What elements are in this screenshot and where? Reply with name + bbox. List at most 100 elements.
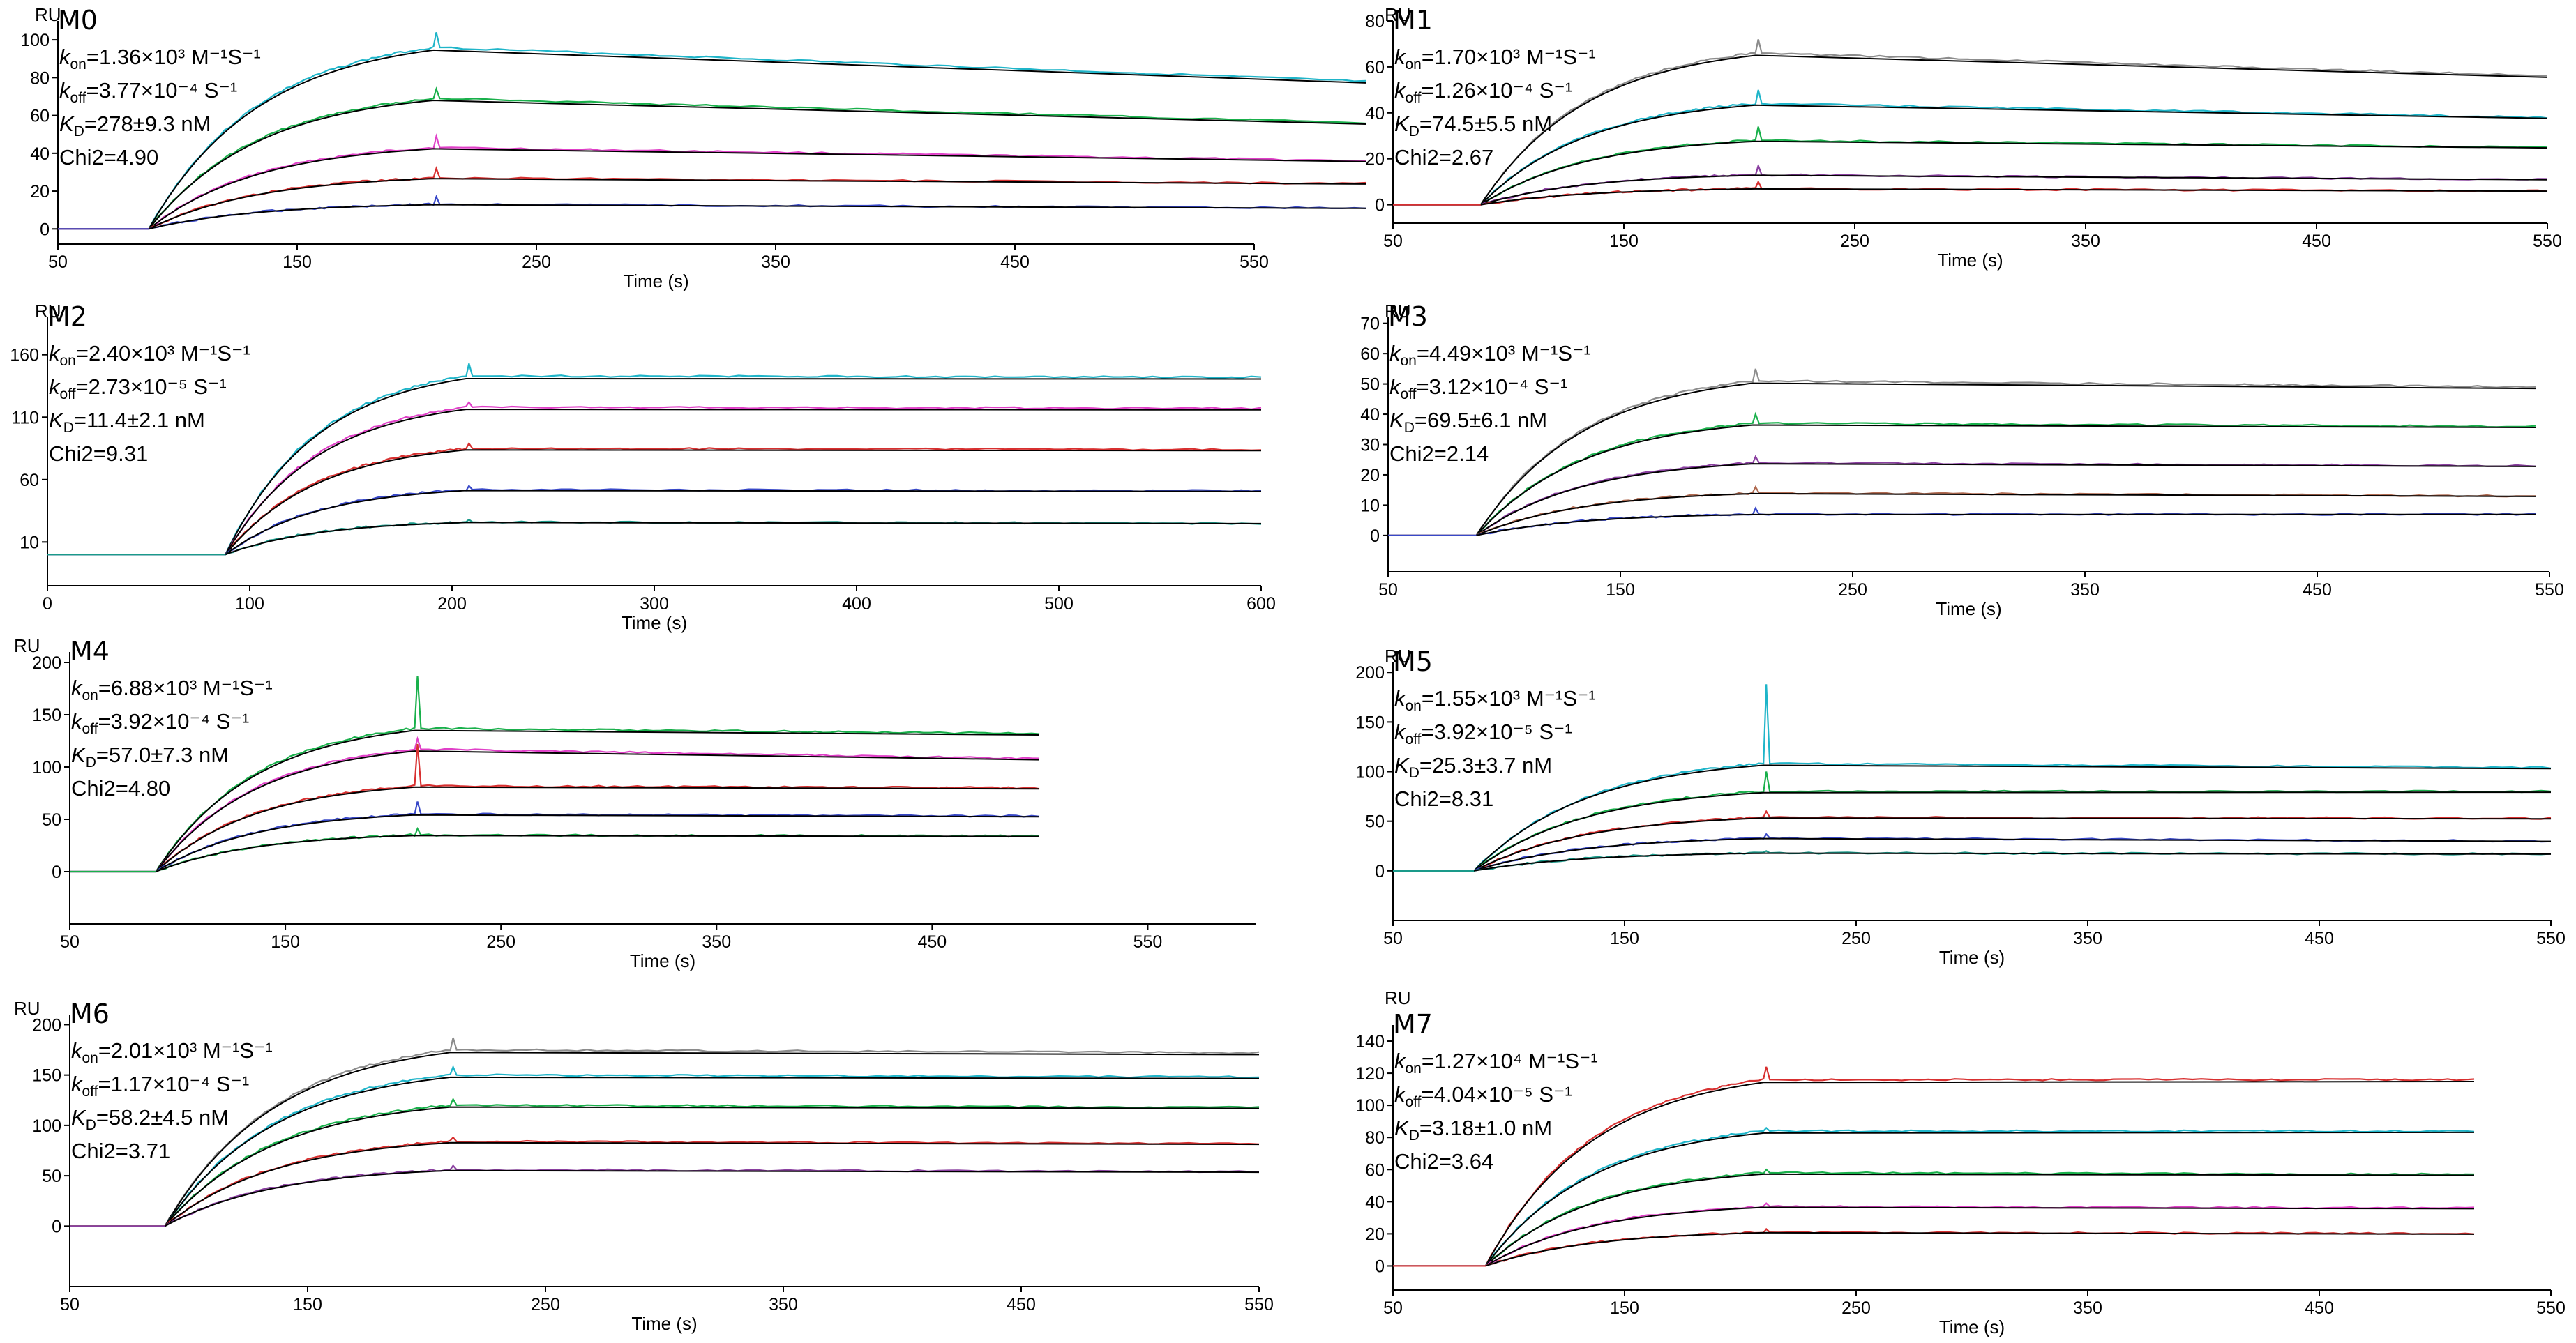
series-cyan	[70, 1065, 1260, 1227]
y-tick-label: 150	[1355, 713, 1385, 732]
fit-cyan	[1473, 764, 2552, 872]
chi2-label: Chi2=2.67	[1394, 145, 1493, 169]
fit-red	[1480, 188, 2548, 206]
y-tick-label: 110	[11, 408, 39, 427]
y-tick-label: 200	[32, 1015, 61, 1035]
kd-label: KD=3.18±1.0 nM	[1394, 1116, 1552, 1144]
y-tick-label: 150	[32, 706, 61, 725]
x-tick-label: 450	[2305, 929, 2334, 948]
x-tick-label: 50	[1383, 232, 1403, 251]
x-tick-label: 350	[2073, 1298, 2102, 1318]
fit-cyan	[148, 49, 1366, 229]
kd-label: KD=74.5±5.5 nM	[1394, 112, 1552, 139]
series-purple	[70, 1164, 1260, 1227]
y-axis-label: RU	[1385, 301, 1411, 321]
chi2-label: Chi2=9.31	[49, 441, 148, 466]
fit-purple	[164, 1169, 1260, 1227]
chart-title: M7	[1393, 1009, 1433, 1040]
chart-M3: 0 10 20 30 40 50 60 70 50 150 250 350 450 550 Time (s)…	[1360, 301, 2564, 619]
x-tick-label: 0	[43, 594, 52, 614]
y-axis-label: RU	[1385, 4, 1411, 25]
x-tick-label: 350	[2071, 232, 2100, 251]
y-tick-label: 30	[1360, 436, 1380, 455]
y-tick-label: 10	[20, 533, 39, 552]
x-tick-label: 350	[702, 932, 731, 952]
y-tick-label: 20	[1365, 1224, 1385, 1244]
y-tick-label: 120	[1355, 1064, 1385, 1084]
fit-magenta	[148, 148, 1366, 230]
fit-blue	[1476, 513, 2536, 536]
series-blue	[1388, 506, 2536, 536]
series-red2	[1393, 1227, 2475, 1267]
y-tick-label: 100	[1355, 1096, 1385, 1116]
fit-brown	[1476, 492, 2536, 536]
chart-title: M0	[58, 5, 98, 36]
y-tick-label: 160	[10, 346, 39, 365]
x-tick-label: 450	[2302, 232, 2331, 251]
series-green	[1393, 126, 2548, 206]
fit-green	[1485, 1173, 2475, 1267]
fit-blue	[149, 204, 1366, 230]
x-tick-label: 50	[60, 1295, 80, 1314]
series-green	[1388, 411, 2536, 536]
x-tick-label: 550	[2536, 1298, 2566, 1318]
series-gray	[1393, 39, 2548, 206]
x-tick-label: 450	[2305, 1298, 2334, 1318]
y-tick-label: 0	[52, 1217, 61, 1236]
koff-label: koff=1.17×10⁻⁴ S⁻¹	[71, 1072, 249, 1100]
x-tick-label: 50	[1378, 580, 1398, 600]
x-tick-label: 100	[235, 594, 264, 614]
y-tick-label: 60	[20, 471, 39, 490]
y-tick-label: 140	[1355, 1032, 1385, 1052]
series-green	[1393, 771, 2552, 872]
y-tick-label: 40	[30, 144, 50, 164]
chi2-label: Chi2=8.31	[1394, 787, 1493, 811]
series-gray	[1388, 368, 2536, 536]
y-tick-label: 70	[1360, 314, 1380, 334]
y-tick-label: 50	[42, 1167, 61, 1186]
x-tick-label: 150	[283, 252, 312, 272]
y-tick-label: 200	[1355, 663, 1385, 683]
x-axis-label: Time (s)	[1936, 598, 2001, 619]
x-tick-label: 50	[60, 932, 80, 952]
y-tick-label: 50	[1365, 812, 1385, 832]
x-axis-label: Time (s)	[622, 612, 687, 633]
x-tick-label: 400	[842, 594, 871, 614]
x-tick-label: 350	[761, 252, 790, 272]
series-red	[47, 441, 1262, 556]
y-tick-label: 80	[30, 68, 50, 88]
y-tick-label: 0	[1375, 862, 1385, 881]
fit-green2	[156, 835, 1040, 872]
x-tick-label: 250	[1838, 580, 1867, 600]
fit-green	[148, 99, 1366, 229]
kon-label: kon=1.55×10³ M⁻¹S⁻¹	[1394, 686, 1596, 714]
chi2-label: Chi2=3.64	[1394, 1149, 1493, 1174]
chart-title: M2	[47, 301, 87, 332]
y-tick-label: 100	[32, 1116, 61, 1136]
series-magenta	[1393, 1202, 2475, 1267]
koff-label: koff=3.92×10⁻⁴ S⁻¹	[71, 709, 249, 737]
fit-teal	[1474, 852, 2552, 872]
y-tick-label: 50	[42, 810, 61, 830]
x-tick-label: 150	[271, 932, 300, 952]
x-tick-label: 550	[1244, 1295, 1274, 1314]
kd-label: KD=25.3±3.7 nM	[1394, 753, 1552, 781]
y-tick-label: 60	[1365, 58, 1385, 77]
x-tick-label: 450	[2303, 580, 2332, 600]
fit-blue	[1473, 837, 2552, 872]
series-green	[58, 86, 1366, 230]
x-axis-label: Time (s)	[1937, 250, 2003, 271]
chart-M2: 10 60 110 160 0 100 200 300 400 500 600 Time (s) RUM…	[10, 301, 1276, 633]
series-red	[70, 743, 1040, 873]
fit-purple	[1475, 463, 2536, 536]
kd-label: KD=278±9.3 nM	[59, 112, 211, 139]
x-tick-label: 250	[1841, 1298, 1871, 1318]
series-blue	[47, 484, 1262, 556]
kd-label: KD=69.5±6.1 nM	[1389, 408, 1547, 436]
chart-title: M4	[70, 636, 110, 667]
y-tick-label: 200	[32, 653, 61, 673]
chart-title: M3	[1388, 301, 1428, 332]
chart-M4: 0 50 100 150 200 50 150 250 350 450 550 Time (s) RU M…	[14, 635, 1256, 971]
